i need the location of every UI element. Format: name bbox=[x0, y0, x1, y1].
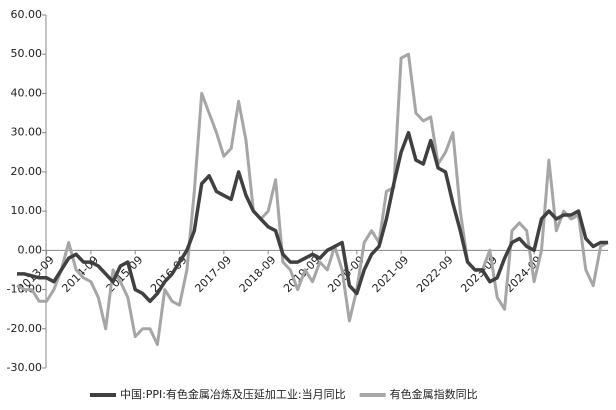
y-tick-label: 60.00 bbox=[11, 8, 43, 21]
y-tick-label: -30.00 bbox=[7, 361, 42, 374]
legend-label: 中国:PPI:有色金属冶炼及压延加工业:当月同比 bbox=[120, 387, 346, 401]
y-tick-label: 50.00 bbox=[11, 47, 43, 60]
x-tick-label: 2022-09 bbox=[414, 253, 456, 295]
series-line bbox=[17, 130, 608, 304]
y-tick-label: 0.00 bbox=[18, 243, 43, 256]
y-tick-label: 30.00 bbox=[11, 126, 43, 139]
series-line bbox=[16, 52, 609, 346]
y-tick-label: 10.00 bbox=[11, 204, 43, 217]
x-tick-label: 2018-09 bbox=[237, 253, 279, 295]
y-tick-label: 20.00 bbox=[11, 165, 43, 178]
x-tick-label: 2021-09 bbox=[370, 253, 412, 295]
x-tick-label: 2017-09 bbox=[192, 253, 234, 295]
y-tick-label: -20.00 bbox=[7, 322, 42, 335]
y-tick-label: 40.00 bbox=[11, 86, 43, 99]
legend-label: 有色金属指数同比 bbox=[390, 387, 478, 401]
